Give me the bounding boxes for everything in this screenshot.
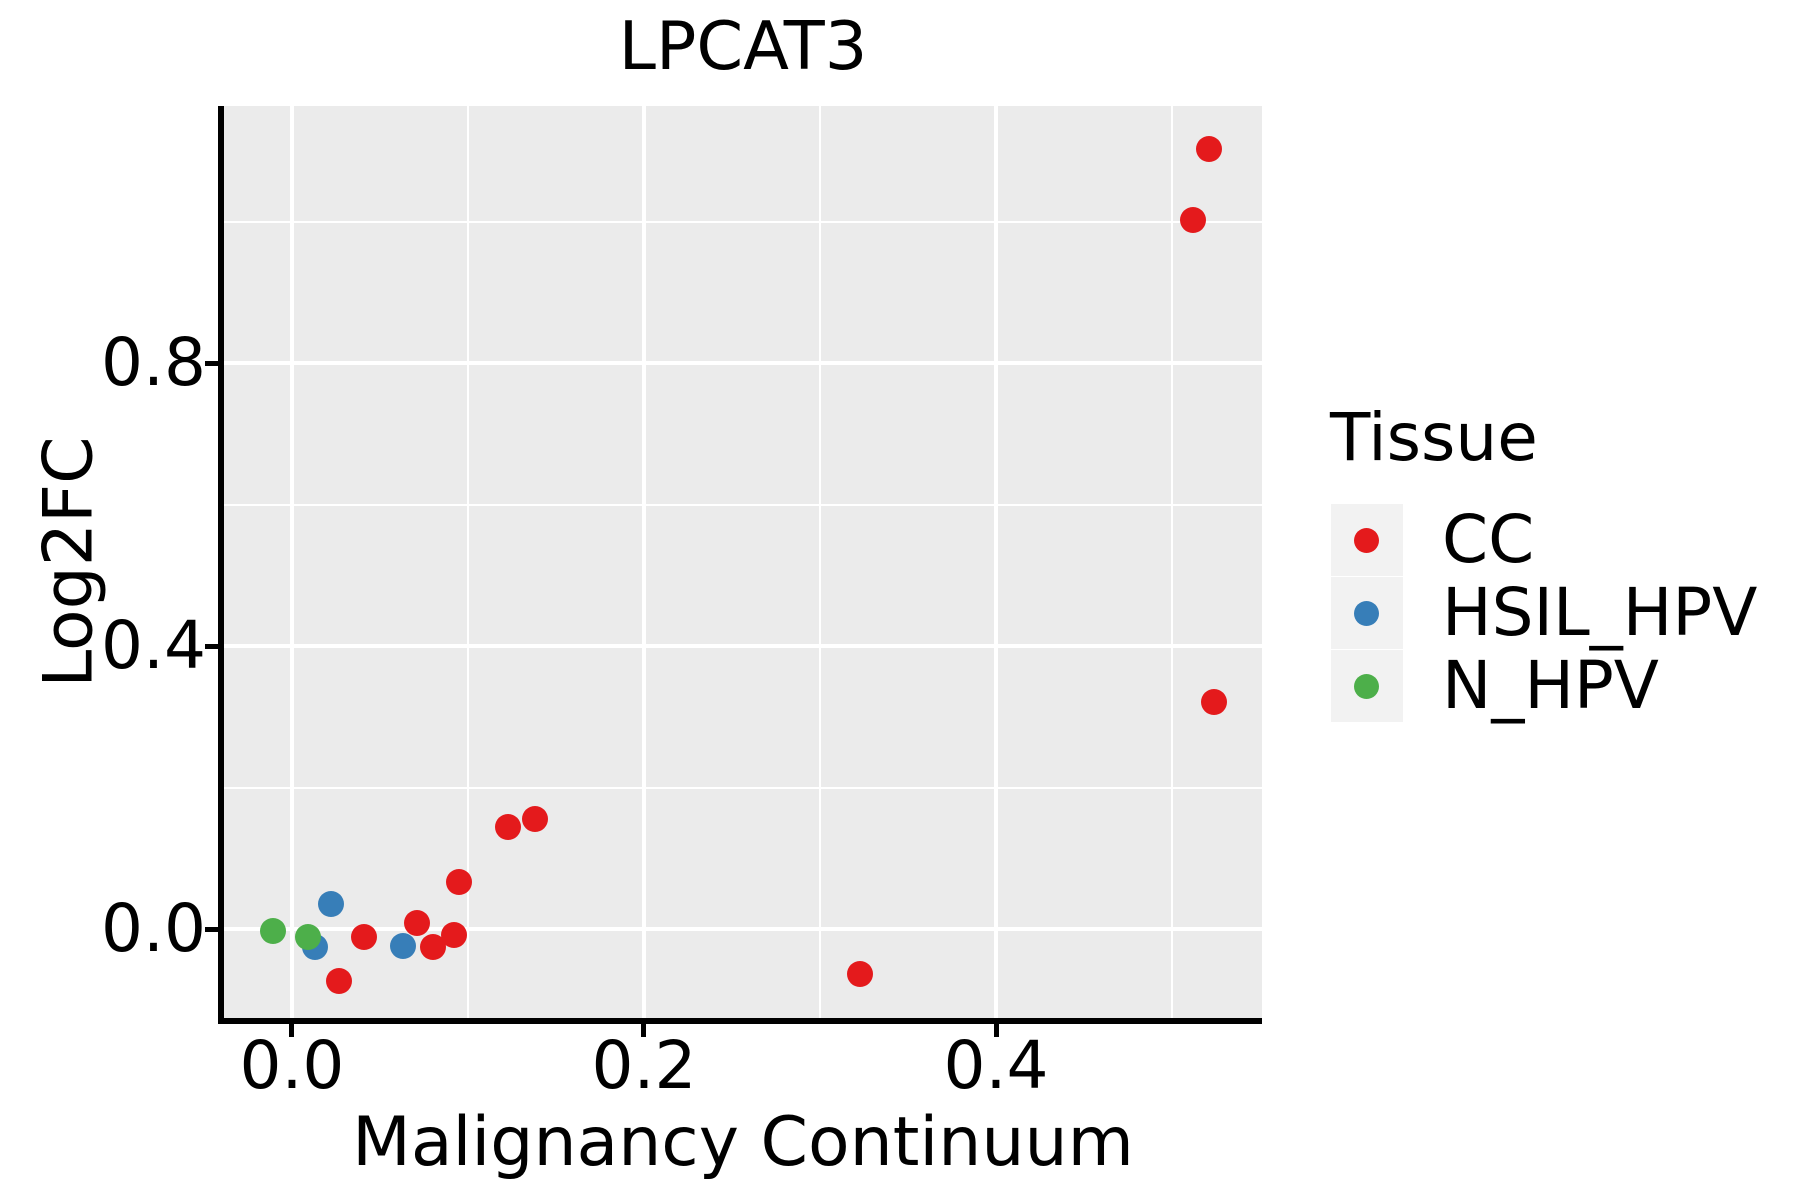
y-minor-gridline [224, 786, 1262, 789]
plot-area [224, 106, 1262, 1018]
data-point-CC [847, 961, 874, 988]
legend-label-N_HPV: N_HPV [1442, 647, 1659, 724]
y-major-gridline [224, 361, 1262, 366]
data-point-CC [521, 806, 548, 833]
data-point-CC [403, 910, 430, 937]
data-point-CC [1201, 688, 1228, 715]
y-major-gridline [224, 644, 1262, 648]
y-tick-label: 0.4 [101, 607, 206, 684]
y-major-gridline [224, 927, 1262, 931]
y-tick-mark [205, 360, 218, 366]
data-point-N_HPV [259, 918, 286, 945]
x-axis-line [218, 1018, 1262, 1024]
x-minor-gridline [819, 106, 821, 1018]
y-minor-gridline [224, 503, 1262, 506]
x-major-gridline [994, 106, 999, 1018]
x-tick-label: 0.2 [591, 1027, 697, 1104]
y-axis-line [218, 106, 224, 1024]
legend-title: Tissue [1330, 399, 1538, 476]
x-minor-gridline [1171, 106, 1174, 1018]
legend-label-CC: CC [1442, 501, 1535, 578]
x-tick-label: 0.4 [943, 1027, 1049, 1104]
y-tick-label: 0.8 [101, 324, 206, 402]
data-point-N_HPV [294, 924, 321, 951]
data-point-CC [1180, 207, 1207, 234]
legend-swatch-CC [1354, 527, 1379, 553]
data-point-HSIL_HPV [389, 932, 416, 959]
x-tick-mark [993, 1024, 999, 1037]
y-tick-label: 0.0 [101, 890, 206, 967]
data-point-CC [495, 814, 522, 841]
x-axis-title: Malignancy Continuum [352, 1103, 1134, 1182]
x-major-gridline [641, 106, 646, 1018]
plot-title: LPCAT3 [618, 7, 868, 85]
data-point-CC [440, 921, 467, 948]
data-point-CC [1196, 135, 1223, 162]
y-tick-mark [205, 643, 218, 649]
x-major-gridline [289, 106, 294, 1018]
x-tick-label: 0.0 [239, 1027, 345, 1104]
y-tick-mark [205, 926, 218, 932]
y-minor-gridline [224, 220, 1262, 223]
data-point-CC [326, 967, 353, 994]
legend-swatch-N_HPV [1354, 673, 1379, 699]
data-point-CC [351, 924, 378, 951]
x-minor-gridline [466, 106, 469, 1018]
legend-label-HSIL_HPV: HSIL_HPV [1442, 574, 1758, 651]
x-tick-mark [289, 1024, 295, 1037]
data-point-HSIL_HPV [317, 891, 344, 918]
x-tick-mark [641, 1024, 647, 1037]
data-point-CC [446, 869, 473, 896]
legend-swatch-HSIL_HPV [1354, 600, 1379, 626]
